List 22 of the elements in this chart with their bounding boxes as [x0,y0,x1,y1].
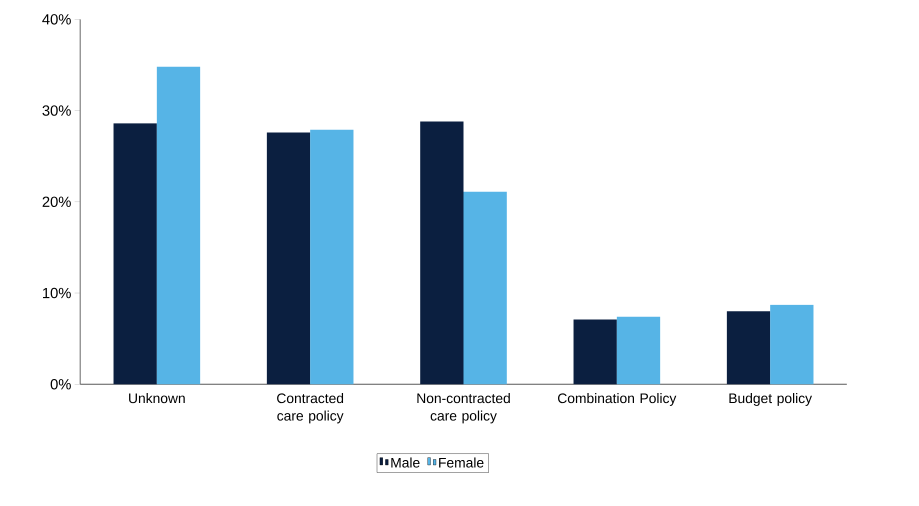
bar [770,304,814,384]
legend-label: Female [439,457,484,468]
x-tick-label: Budget policy [729,393,812,406]
y-tick-label: 20% [42,196,71,208]
bar [464,192,507,384]
legend-label: Male [391,457,420,468]
bar [420,122,464,384]
bar [156,66,200,384]
y-tick-label: 10% [43,288,71,298]
y-tick-label: 40% [42,14,71,25]
x-tick-label: Combination Policy [558,393,676,406]
bar [726,311,770,384]
x-tick-label: Non-contracted care policy [417,393,510,424]
y-tick-label: 30% [42,105,71,116]
bar [574,320,617,384]
bar [616,316,660,384]
bar [310,130,354,384]
y-tick-label: 0% [50,379,71,390]
x-tick-label: Contracted care policy [277,393,344,424]
bar [266,132,310,384]
bar [114,123,157,384]
x-tick-label: Unknown [129,393,185,404]
